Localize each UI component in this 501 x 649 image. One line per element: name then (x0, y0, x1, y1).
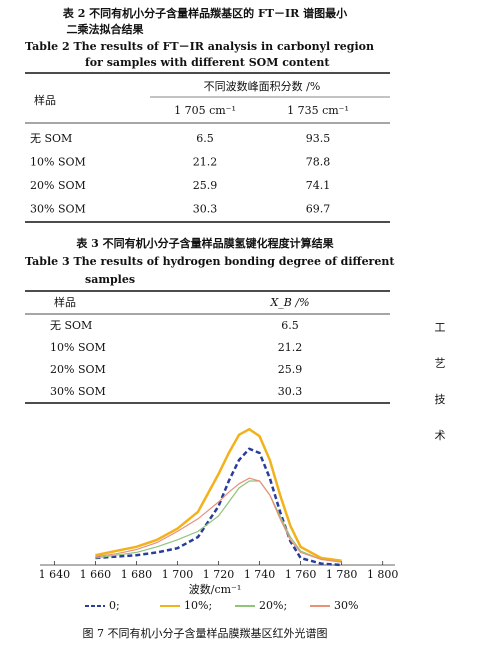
cell: 78.8 (306, 156, 331, 169)
series-line (95, 477, 342, 563)
cell: 30.3 (193, 203, 218, 216)
x-axis-label: 波数/cm⁻¹ (189, 583, 242, 596)
caption: for samples with different SOM content (85, 56, 330, 69)
x-tick-label: 1 780 (326, 568, 358, 581)
x-tick-label: 1 800 (367, 568, 399, 581)
side-char: 工 (435, 321, 446, 334)
caption: 二乘法拟合结果 (67, 22, 144, 36)
series-line (95, 480, 342, 563)
cell: 10% SOM (50, 341, 106, 354)
cell: 30.3 (278, 385, 303, 398)
header: X_B /% (269, 296, 309, 309)
series-line (95, 427, 342, 563)
cell: 30% SOM (30, 203, 86, 216)
cell: 74.1 (306, 179, 331, 192)
series-line (95, 447, 342, 567)
caption: 表 3 不同有机小分子含量样品膜氢键化程度计算结果 (75, 236, 333, 250)
side-char: 术 (435, 429, 446, 442)
cell: 25.9 (193, 179, 218, 192)
header: 不同波数峰面积分数 /% (204, 80, 321, 93)
cell: 69.7 (306, 203, 331, 216)
header: 样品 (34, 93, 56, 107)
x-tick-label: 1 760 (285, 568, 317, 581)
legend-label: 0; (109, 599, 120, 612)
cell: 6.5 (196, 132, 214, 145)
caption: samples (85, 273, 135, 286)
cell: 无 SOM (50, 319, 92, 332)
cell: 无 SOM (30, 132, 72, 145)
cell: 20% SOM (30, 179, 86, 192)
x-tick-label: 1 640 (39, 568, 71, 581)
caption: Table 3 The results of hydrogen bonding … (25, 255, 395, 268)
legend-label: 20%; (259, 599, 287, 612)
legend-label: 30% (334, 599, 358, 612)
caption: Table 2 The results of FT－IR analysis in… (25, 40, 374, 53)
cell: 6.5 (281, 319, 299, 332)
x-tick-label: 1 700 (162, 568, 194, 581)
figure-caption: 图 7 不同有机小分子含量样品膜羰基区红外光谱图 (83, 626, 328, 640)
cell: 25.9 (278, 363, 303, 376)
x-tick-label: 1 740 (244, 568, 276, 581)
x-tick-label: 1 660 (80, 568, 112, 581)
table2-body: 无 SOM 6.5 93.5 10% SOM 21.2 78.8 20% SOM 25.9 74… (30, 132, 330, 216)
header: 1 705 cm⁻¹ (174, 104, 236, 117)
chart: 1 640 1 660 1 680 1 700 1 720 1 740 1 760 1 780… (39, 427, 399, 612)
cell: 21.2 (278, 341, 303, 354)
header: 样品 (54, 295, 76, 309)
cell: 21.2 (193, 156, 218, 169)
cell: 30% SOM (50, 385, 106, 398)
x-tick-label: 1 680 (121, 568, 153, 581)
header: 1 735 cm⁻¹ (287, 104, 349, 117)
caption: 表 2 不同有机小分子含量样品羰基区的 FT－IR 谱图最小 (62, 6, 347, 20)
side-char: 技 (435, 393, 446, 406)
cell: 10% SOM (30, 156, 86, 169)
cell: 93.5 (306, 132, 331, 145)
table3-body: 无 SOM 6.5 10% SOM 21.2 20% SOM 25.9 30% SOM 30.… (50, 319, 302, 398)
cell: 20% SOM (50, 363, 106, 376)
legend-label: 10%; (184, 599, 212, 612)
side-char: 艺 (435, 357, 446, 370)
x-tick-label: 1 720 (203, 568, 235, 581)
